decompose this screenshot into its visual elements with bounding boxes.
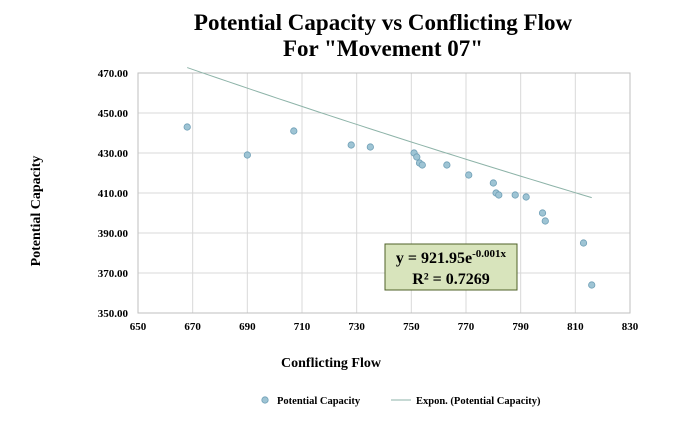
trendline: [187, 67, 592, 199]
chart-title-line1: Potential Capacity vs Conflicting Flow: [194, 10, 573, 35]
legend-marker-points: [261, 396, 269, 404]
data-point: [541, 217, 549, 225]
x-tick-label: 690: [239, 321, 256, 333]
x-tick-label: 670: [184, 321, 201, 333]
trend-equation: y = 921.95e-0.001x: [396, 248, 507, 267]
trend-equation-box: y = 921.95e-0.001x R² = 0.7269: [384, 243, 518, 291]
data-point: [290, 127, 298, 135]
legend: Potential Capacity Expon. (Potential Cap…: [261, 396, 541, 407]
data-point: [183, 123, 191, 131]
chart-title-line2: For "Movement 07": [283, 36, 483, 61]
equation-base: y = 921.95e: [396, 250, 472, 267]
y-tick-label: 410.00: [98, 188, 129, 200]
x-tick-label: 730: [348, 321, 365, 333]
x-axis-label: Conflicting Flow: [281, 356, 382, 371]
data-point: [243, 151, 251, 159]
equation-box-bg: [384, 243, 518, 291]
data-point: [522, 193, 530, 201]
data-points: [183, 123, 596, 289]
data-point: [347, 141, 355, 149]
data-point: [443, 161, 451, 169]
gridlines: [138, 73, 630, 313]
data-point: [495, 191, 503, 199]
y-tick-label: 350.00: [98, 308, 129, 320]
trendline-layer: [187, 67, 592, 199]
data-point: [511, 191, 519, 199]
x-tick-label: 830: [622, 321, 639, 333]
y-axis-ticks: 350.00 370.00 390.00 410.00 430.00 450.00 470.…: [98, 68, 129, 320]
legend-label-trendline: Expon. (Potential Capacity): [416, 396, 541, 407]
data-point: [413, 153, 421, 161]
x-tick-label: 710: [294, 321, 311, 333]
data-point: [489, 179, 497, 187]
y-tick-label: 370.00: [98, 268, 129, 280]
y-tick-label: 450.00: [98, 108, 129, 120]
data-point: [579, 239, 588, 247]
y-axis-label: Potential Capacity: [29, 156, 44, 267]
x-tick-label: 810: [567, 321, 584, 333]
y-tick-label: 430.00: [98, 148, 129, 160]
r-squared: R² = 0.7269: [412, 271, 489, 288]
y-tick-label: 390.00: [98, 228, 129, 240]
data-point: [418, 161, 426, 169]
legend-label-points: Potential Capacity: [277, 396, 361, 407]
y-tick-label: 470.00: [98, 68, 129, 80]
data-point: [588, 281, 596, 289]
data-point: [465, 171, 473, 179]
equation-exponent: -0.001x: [472, 248, 506, 260]
x-tick-label: 750: [403, 321, 420, 333]
plot-area: [137, 72, 631, 314]
x-tick-label: 790: [512, 321, 529, 333]
x-axis-ticks: 650 670 690 710 730 750 770 790 810 830: [130, 321, 639, 333]
x-tick-label: 650: [130, 321, 147, 333]
data-point: [366, 143, 374, 151]
data-point: [538, 209, 547, 217]
x-tick-label: 770: [458, 321, 475, 333]
